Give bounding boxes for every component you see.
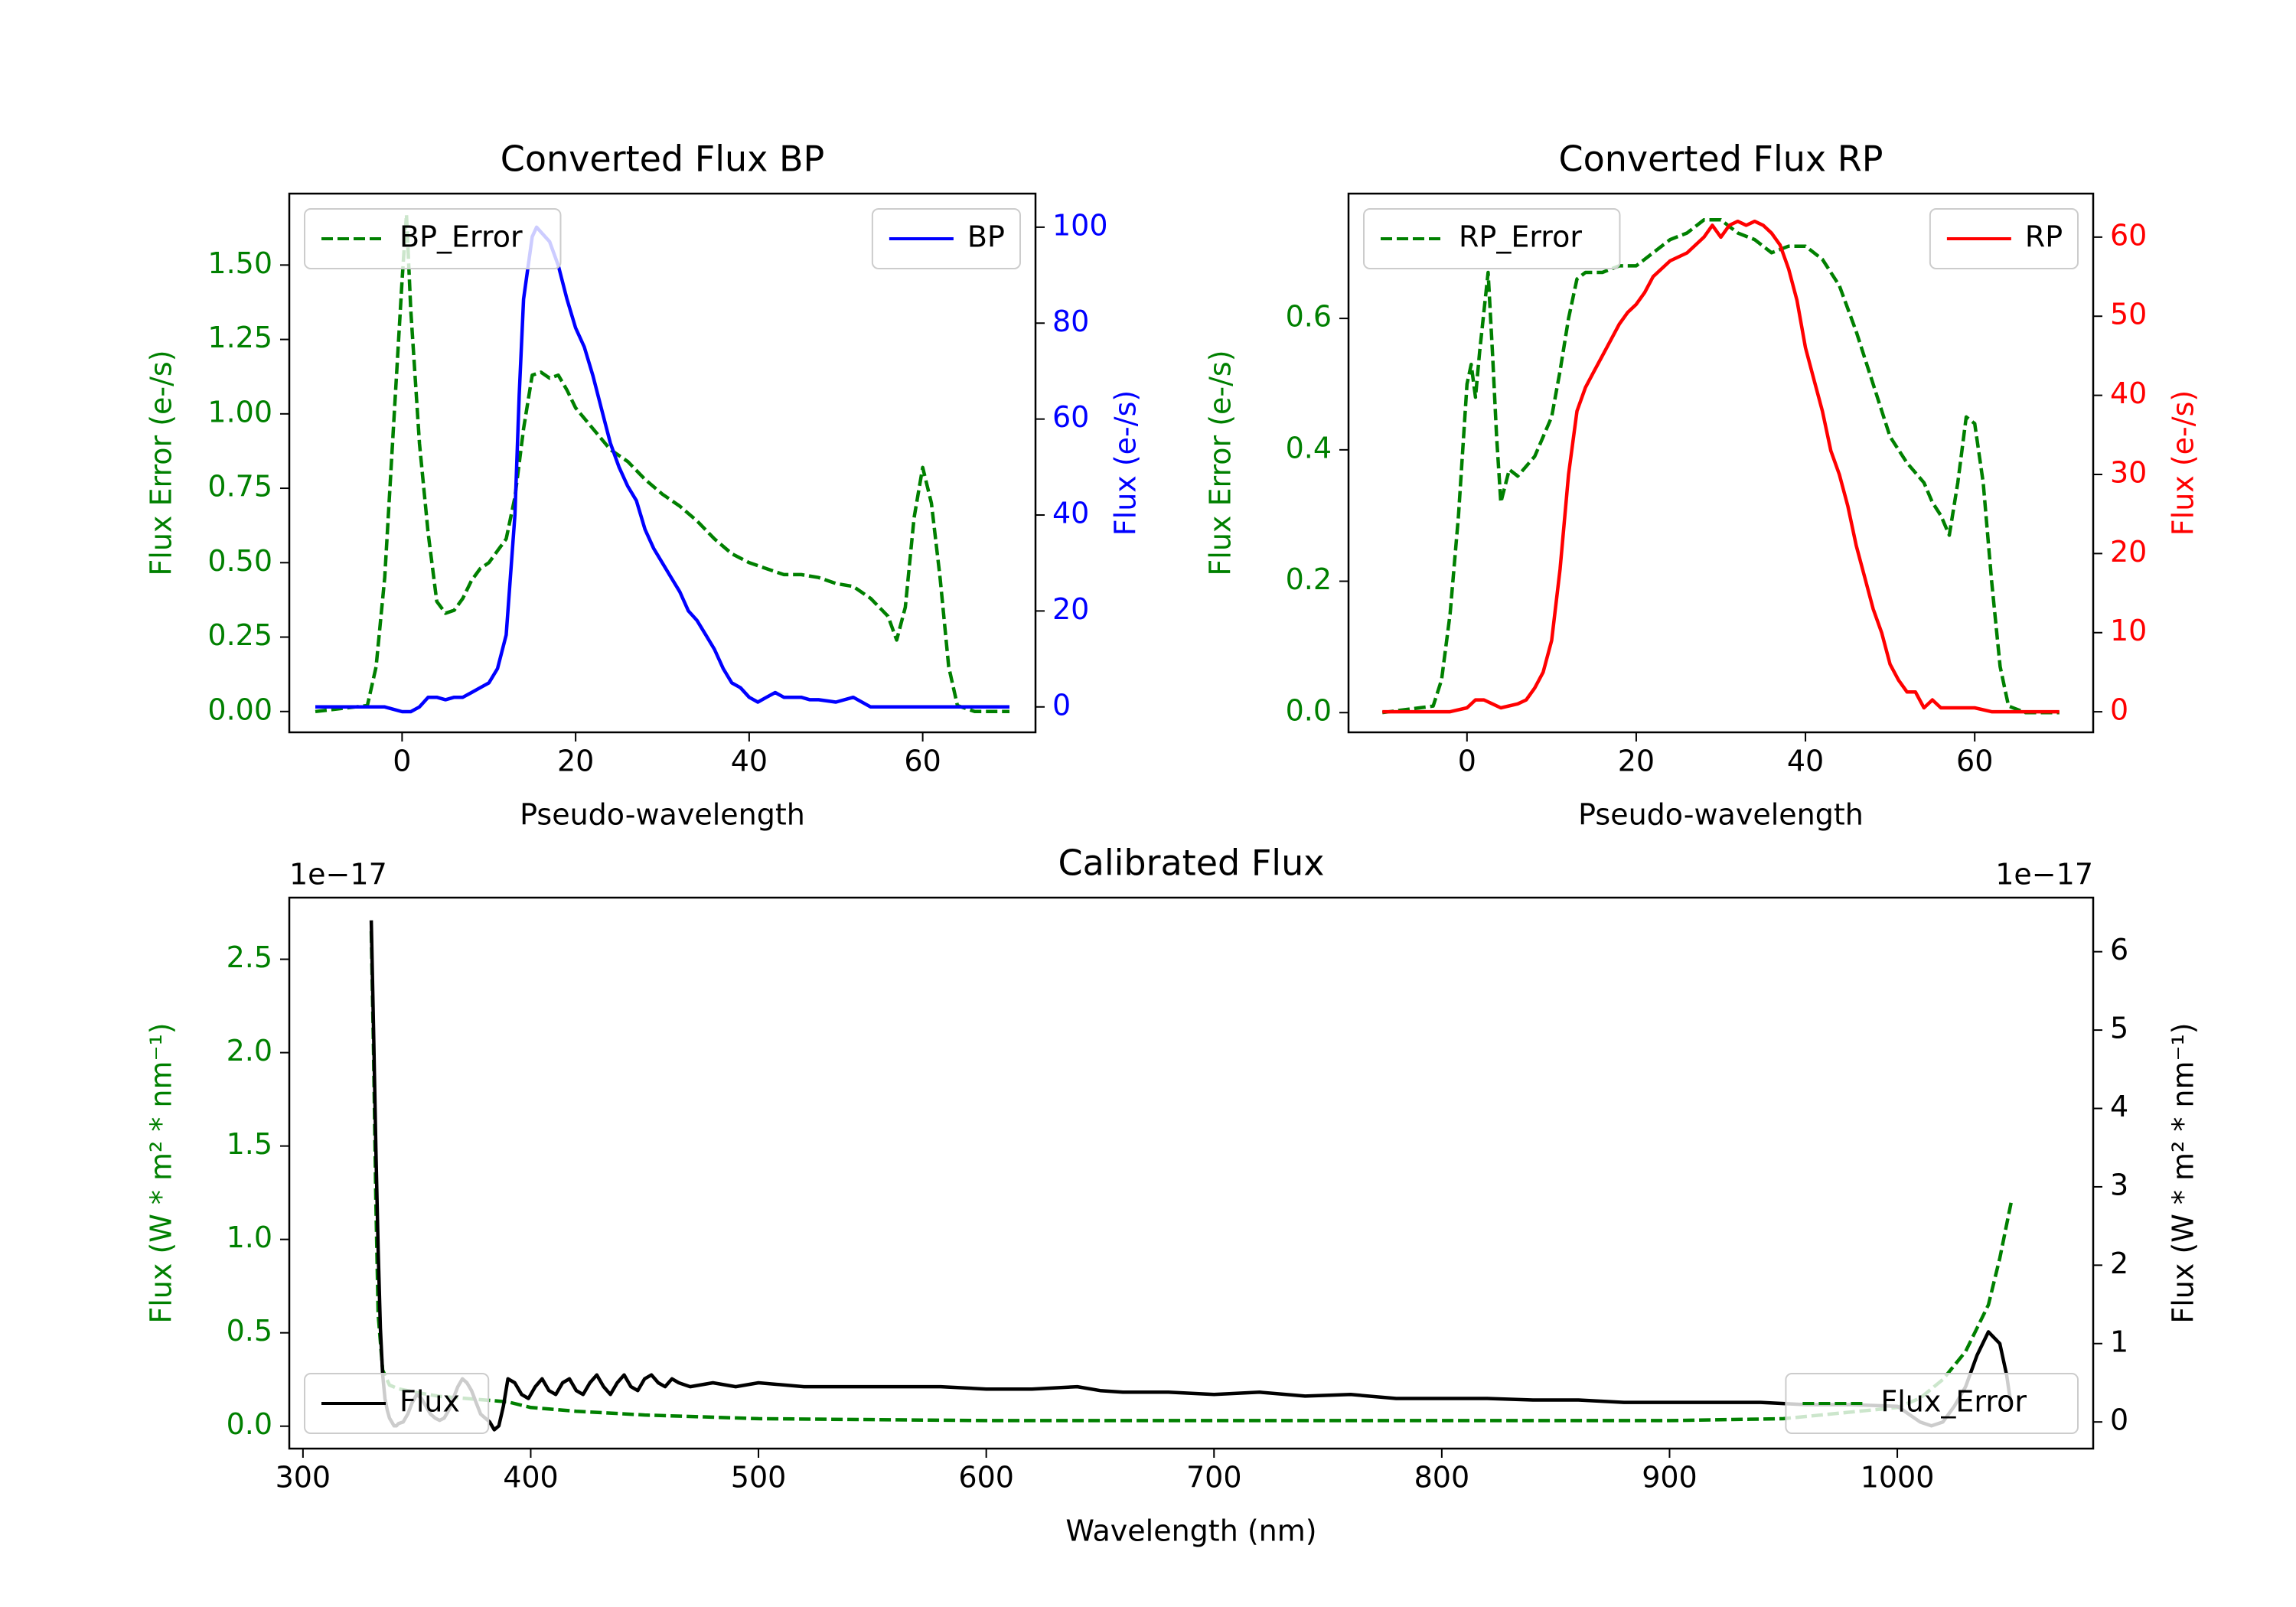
right-y-tick-label: 0 — [2110, 1403, 2128, 1437]
left-y-tick-label: 0.0 — [227, 1407, 272, 1441]
left-y-offset-text: 1e−17 — [289, 858, 387, 892]
x-axis-label: Wavelength (nm) — [1065, 1514, 1316, 1548]
left-y-tick-label: 0.2 — [1286, 562, 1332, 596]
legend-flux: Flux — [304, 1373, 490, 1434]
right-y-tick-label: 100 — [1052, 208, 1108, 242]
x-tick-label: 0 — [1458, 745, 1476, 778]
x-tick-label: 60 — [904, 745, 941, 778]
legend-frame — [304, 208, 562, 269]
right-y-tick-label: 20 — [2110, 535, 2147, 569]
x-tick-label: 20 — [557, 745, 594, 778]
chart-bp: 0 20 40 60 Pseudo-wavelength 0.00 0.25 0.50 0.75… — [145, 139, 1143, 832]
series-line-bp — [315, 225, 1009, 714]
legend-frame — [1785, 1373, 2079, 1434]
right-y-axis-label: Flux (e-/s) — [1109, 390, 1143, 536]
chart-title: Converted Flux RP — [1559, 139, 1883, 180]
legend-frame — [1363, 208, 1621, 269]
left-y-tick-label: 0.00 — [207, 693, 272, 726]
left-y-tick-label: 0.25 — [207, 618, 272, 652]
legend-label: Flux_Error — [1880, 1385, 2027, 1419]
legend-label: Flux — [400, 1385, 460, 1419]
left-y-axis-label: Flux Error (e-/s) — [145, 350, 178, 575]
x-tick-label: 500 — [731, 1461, 787, 1495]
x-tick-label: 700 — [1186, 1461, 1242, 1495]
left-y-tick-label: 0.75 — [207, 470, 272, 504]
chart-rp: 0 20 40 60 Pseudo-wavelength 0.0 0.2 0.4 0.6 Flux… — [1204, 139, 2200, 832]
right-y-tick-label: 1 — [2110, 1325, 2128, 1358]
series-line-rp — [1382, 219, 2060, 714]
left-y-tick-label: 0.6 — [1286, 300, 1332, 334]
left-y-tick-label: 0.4 — [1286, 431, 1332, 464]
right-y-tick-label: 40 — [2110, 376, 2147, 410]
plot-area — [1381, 218, 2060, 715]
legend-bp: BP — [871, 208, 1021, 269]
left-y-tick-label: 0.0 — [1286, 694, 1332, 728]
x-tick-label: 40 — [731, 745, 768, 778]
x-tick-label: 1000 — [1861, 1461, 1935, 1495]
left-y-tick-label: 1.0 — [227, 1221, 272, 1254]
left-y-axis-label: Flux (W * m² * nm⁻¹) — [145, 1022, 178, 1323]
right-y-axis-label: Flux (W * m² * nm⁻¹) — [2167, 1022, 2200, 1323]
right-y-tick-label: 0 — [1052, 688, 1071, 722]
right-y-tick-label: 3 — [2110, 1168, 2128, 1201]
right-y-axis-label: Flux (e-/s) — [2167, 390, 2200, 536]
left-y-axis-label: Flux Error (e-/s) — [1204, 350, 1238, 575]
right-y-offset-text: 1e−17 — [1995, 858, 2093, 892]
plot-area — [315, 212, 1009, 714]
left-y-tick-label: 0.5 — [227, 1314, 272, 1348]
x-tick-label: 900 — [1642, 1461, 1698, 1495]
right-y-tick-label: 40 — [1052, 497, 1089, 530]
x-tick-label: 400 — [503, 1461, 559, 1495]
right-y-tick-label: 50 — [2110, 298, 2147, 331]
right-y-tick-label: 2 — [2110, 1247, 2128, 1280]
left-y-tick-label: 2.0 — [227, 1034, 272, 1068]
left-y-tick-label: 1.5 — [227, 1127, 272, 1161]
left-y-tick-label: 1.50 — [207, 246, 272, 280]
chart-title: Converted Flux BP — [501, 139, 825, 180]
x-tick-label: 20 — [1618, 745, 1655, 778]
series-line-rp-error — [1381, 218, 2060, 715]
right-y-tick-label: 60 — [1052, 400, 1089, 434]
left-y-tick-label: 2.5 — [227, 940, 272, 974]
chart-cal: 300 400 500 600 700 800 900 1000 Wavelength (nm)… — [145, 843, 2200, 1548]
legend-label: RP — [2025, 220, 2063, 254]
x-tick-label: 300 — [276, 1461, 331, 1495]
x-tick-label: 800 — [1414, 1461, 1470, 1495]
x-axis-label: Pseudo-wavelength — [1578, 798, 1864, 832]
plot-area — [369, 920, 2014, 1432]
series-line-flux-error — [369, 931, 2014, 1423]
x-tick-label: 60 — [1956, 745, 1993, 778]
legend-flux-error: Flux_Error — [1785, 1373, 2079, 1434]
legend-label: RP_Error — [1459, 220, 1582, 254]
right-y-tick-label: 20 — [1052, 592, 1089, 626]
right-y-tick-label: 80 — [1052, 305, 1089, 338]
right-y-tick-label: 5 — [2110, 1012, 2128, 1045]
left-y-tick-label: 0.50 — [207, 544, 272, 578]
right-y-tick-label: 4 — [2110, 1090, 2128, 1123]
series-line-flux — [369, 920, 2014, 1432]
axes-frame — [1347, 192, 2095, 734]
series-line-bp-error — [315, 212, 1009, 714]
legend-label: BP — [967, 220, 1005, 254]
x-tick-label: 40 — [1787, 745, 1824, 778]
x-tick-label: 600 — [958, 1461, 1014, 1495]
x-axis-label: Pseudo-wavelength — [520, 798, 805, 832]
left-y-tick-label: 1.00 — [207, 395, 272, 429]
x-tick-label: 0 — [393, 745, 411, 778]
axes-frame — [288, 192, 1037, 734]
chart-title: Calibrated Flux — [1058, 843, 1325, 884]
right-y-tick-label: 0 — [2110, 693, 2128, 727]
left-y-tick-label: 1.25 — [207, 321, 272, 354]
right-y-tick-label: 60 — [2110, 218, 2147, 252]
right-y-tick-label: 30 — [2110, 455, 2147, 489]
legend-bp-error: BP_Error — [304, 208, 562, 269]
right-y-tick-label: 6 — [2110, 933, 2128, 966]
right-y-tick-label: 10 — [2110, 614, 2147, 647]
legend-label: BP_Error — [400, 220, 523, 254]
legend-rp-error: RP_Error — [1363, 208, 1621, 269]
legend-rp: RP — [1929, 208, 2079, 269]
legend-frame — [304, 1373, 490, 1434]
axes-frame — [288, 896, 2095, 1450]
